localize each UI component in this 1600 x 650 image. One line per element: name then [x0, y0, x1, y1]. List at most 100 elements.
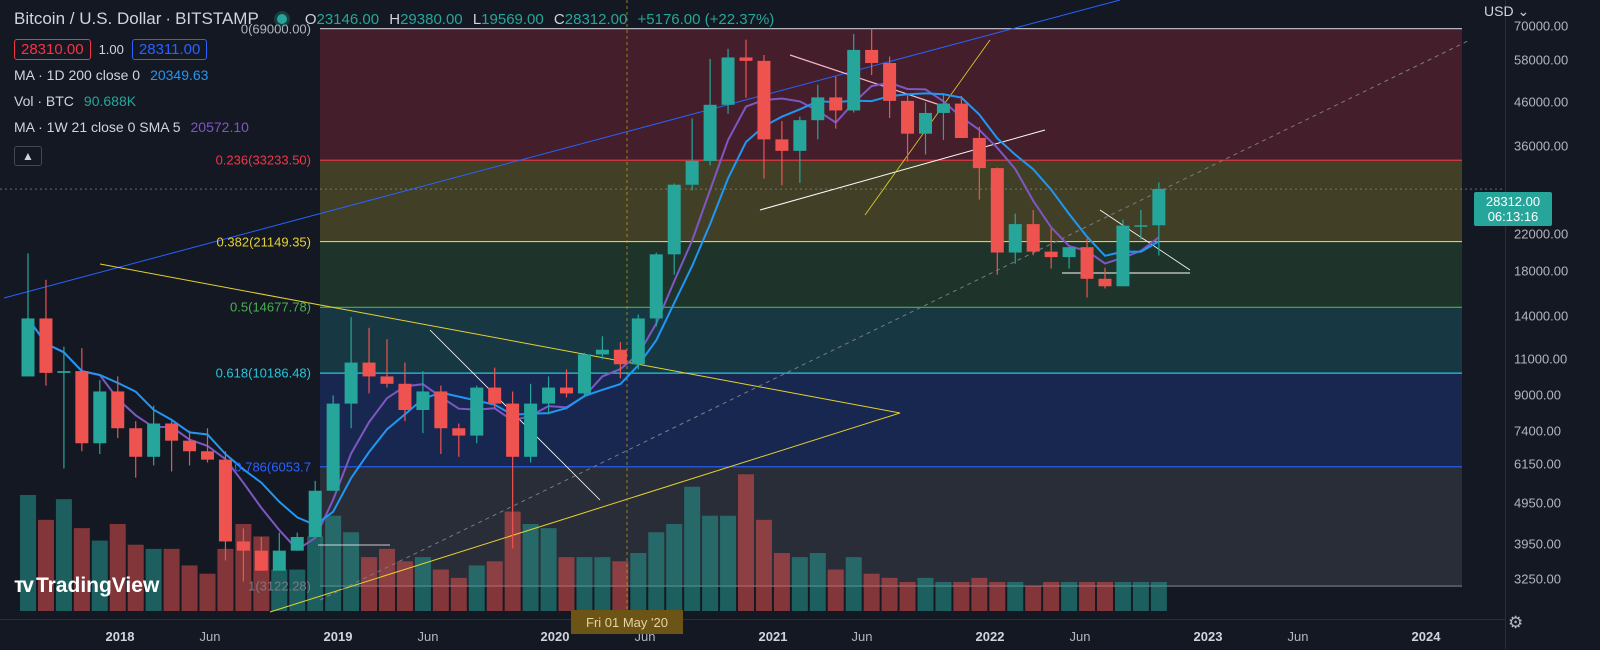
volume-bar: [343, 532, 360, 611]
low-value: 19569.00: [481, 10, 544, 28]
volume-bar: [558, 557, 575, 611]
crosshair-date-label: Fri 01 May '20: [571, 610, 683, 634]
tradingview-logo-icon: ᴛᴠ: [14, 574, 34, 597]
candle-body: [380, 376, 394, 384]
price-axis[interactable]: 70000.00 58000.00 46000.00 36000.00 22000.00…: [1505, 0, 1600, 649]
price-tick-label: 3950.00: [1514, 536, 1561, 552]
volume-bar: [450, 577, 467, 611]
candle-body: [129, 428, 143, 457]
volume-bar: [1079, 582, 1096, 611]
symbol-exchange[interactable]: BITSTAMP: [175, 9, 259, 28]
time-tick-label: Jun: [851, 629, 873, 644]
candle-body: [595, 349, 609, 355]
volume-bar: [1043, 582, 1060, 611]
price-tick-label: 14000.00: [1514, 308, 1569, 324]
fib-level-label: 1(3122.28): [248, 578, 311, 594]
trend-line: [3, 0, 1121, 299]
candle-body: [1008, 224, 1022, 253]
price-tick-label: 22000.00: [1514, 226, 1569, 242]
sell-button[interactable]: 28310.00: [14, 38, 91, 60]
candle-body: [954, 103, 968, 138]
volume-bar: [163, 548, 180, 611]
current-price-value: 28312.00: [1485, 194, 1541, 209]
candle-body: [793, 120, 807, 151]
candle-body: [560, 387, 573, 394]
candle-body: [21, 318, 35, 377]
fib-zone: [320, 241, 1462, 308]
volume-bar: [181, 565, 198, 611]
indicator-ma21[interactable]: MA · 1W 21 close 0 SMA 5 20572.10: [14, 114, 780, 140]
volume-bar: [379, 548, 395, 611]
candle-body: [183, 440, 197, 452]
indicator-value: 90.688K: [83, 93, 137, 109]
fib-level-label: 0.786(6053.7: [234, 459, 311, 475]
candle-body: [524, 403, 538, 457]
candle-body: [542, 387, 556, 404]
volume-bar: [666, 524, 683, 611]
candle-body: [111, 391, 125, 429]
volume-bar: [432, 569, 449, 611]
volume-bar: [971, 577, 988, 611]
volume-bar: [738, 474, 754, 611]
volume-bar: [145, 548, 162, 611]
volume-bar: [648, 532, 665, 611]
candle-body: [703, 104, 717, 161]
candle-body: [39, 318, 53, 373]
price-tick-label: 58000.00: [1514, 52, 1569, 68]
volume-bar: [1007, 582, 1024, 611]
candle-body: [201, 451, 214, 460]
tradingview-logo[interactable]: ᴛᴠ TradingView: [14, 574, 159, 598]
trend-line: [99, 263, 901, 414]
volume-bar: [827, 569, 844, 611]
candle-body: [1062, 247, 1076, 258]
chevron-up-icon[interactable]: ▲: [14, 146, 42, 166]
gear-icon[interactable]: ⚙: [1508, 613, 1524, 632]
volume-bar: [20, 495, 36, 611]
fib-level-label: 0.236(33233.50): [215, 152, 311, 168]
fib-level-label: 0(69000.00): [240, 21, 311, 37]
candle-body: [1134, 225, 1148, 227]
volume-bar: [791, 557, 808, 611]
symbol-name[interactable]: Bitcoin / U.S. Dollar: [14, 9, 162, 28]
candle-body: [811, 97, 825, 121]
time-axis[interactable]: 2018 Jun 2019 Jun 2020 Jun 2021 Jun 2022 Jun 2023 J…: [0, 619, 1505, 650]
time-tick-label: Jun: [1287, 629, 1309, 644]
currency-selector[interactable]: USD ⌄: [1484, 3, 1529, 20]
buy-button[interactable]: 28311.00: [131, 38, 208, 60]
time-tick-label: 2024: [1411, 629, 1441, 644]
fib-level-label: 0.618(10186.48): [215, 365, 311, 381]
volume-bar: [612, 561, 629, 611]
volume-bar: [863, 573, 880, 611]
volume-bar: [881, 577, 898, 611]
ma200-line: [27, 92, 1160, 527]
volume-bar: [845, 557, 862, 611]
indicator-value: 20349.63: [150, 67, 209, 83]
candle-body: [488, 387, 502, 404]
volume-bar: [199, 573, 216, 611]
candle-body: [326, 403, 340, 491]
close-label: C: [553, 10, 565, 28]
time-tick-label: Jun: [1069, 629, 1091, 644]
fib-level-label: 0.5(14677.78): [230, 299, 311, 315]
fib-level-label: 0.382(21149.35): [216, 234, 311, 250]
indicator-volume[interactable]: Vol · BTC 90.688K: [14, 88, 780, 114]
fib-zone: [320, 373, 1462, 467]
candle-body: [344, 362, 358, 404]
chart-legend: Bitcoin / U.S. Dollar · BITSTAMP O23146.…: [14, 6, 780, 166]
market-status-icon[interactable]: [276, 14, 287, 24]
volume-bar: [1150, 582, 1167, 611]
time-tick-label: 2022: [975, 629, 1005, 644]
indicator-ma200[interactable]: MA · 1D 200 close 0 20349.63: [14, 62, 780, 88]
price-chart[interactable]: [0, 0, 1505, 619]
chart-area[interactable]: 0(69000.00) 0.236(33233.50) 0.382(21149.35…: [0, 0, 1505, 619]
candle-body: [506, 403, 520, 457]
candle-body: [272, 550, 286, 571]
candle-body: [775, 139, 789, 151]
volume-bar: [91, 540, 108, 611]
candle-body: [667, 184, 681, 255]
volume-bar: [289, 569, 306, 611]
current-price-label: 28312.00 06:13:16: [1474, 192, 1552, 226]
candle-body: [990, 168, 1004, 253]
candle-body: [254, 550, 268, 571]
price-tick-label: 36000.00: [1514, 138, 1569, 154]
